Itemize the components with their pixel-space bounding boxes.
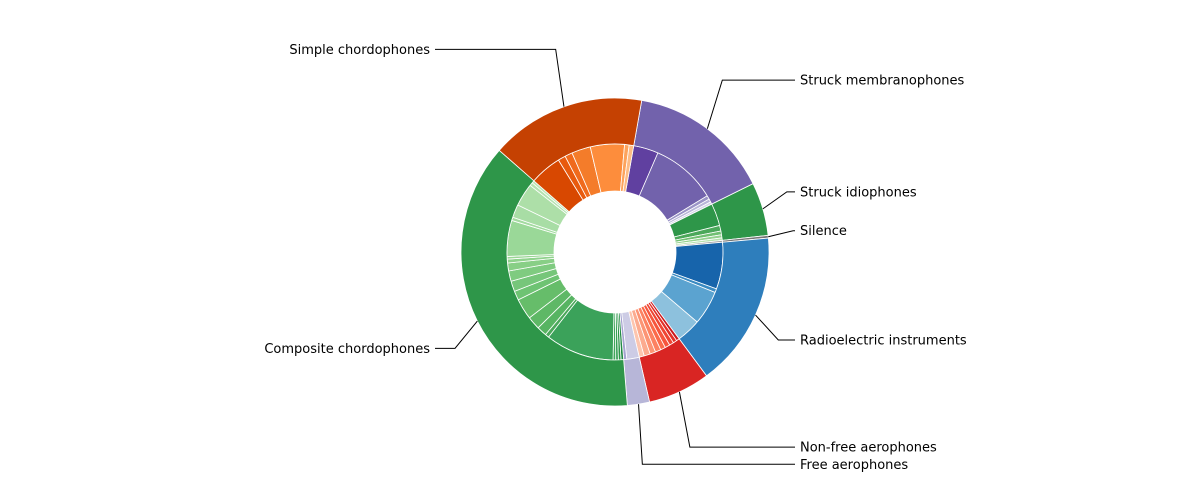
label-struck-membranophones: Struck membranophones [800,74,965,89]
label-non-free-aerophones: Non-free aerophones [800,441,937,456]
label-composite-chordophones: Composite chordophones [264,342,430,357]
outer-wedge-composite-chordophones [460,149,628,407]
leader-line-free-aerophones [638,404,795,465]
label-simple-chordophones: Simple chordophones [289,43,430,58]
leader-line-radioelectric-instruments [755,314,795,341]
leader-line-non-free-aerophones [678,391,795,448]
outer-wedge-simple-chordophones [498,97,643,182]
label-silence: Silence [800,224,847,239]
leader-line-simple-chordophones [435,48,565,107]
outer-ring [460,97,770,407]
label-struck-idiophones: Struck idiophones [800,185,917,200]
label-free-aerophones: Free aerophones [800,458,908,473]
label-radioelectric-instruments: Radioelectric instruments [800,333,967,348]
inner-ring [506,143,724,361]
leader-line-silence [768,230,795,238]
leader-line-composite-chordophones [435,320,478,349]
leader-line-struck-membranophones [706,79,795,129]
leader-line-struck-idiophones [762,191,795,210]
callouts: Struck membranophones Struck idiophones Si… [264,43,967,473]
